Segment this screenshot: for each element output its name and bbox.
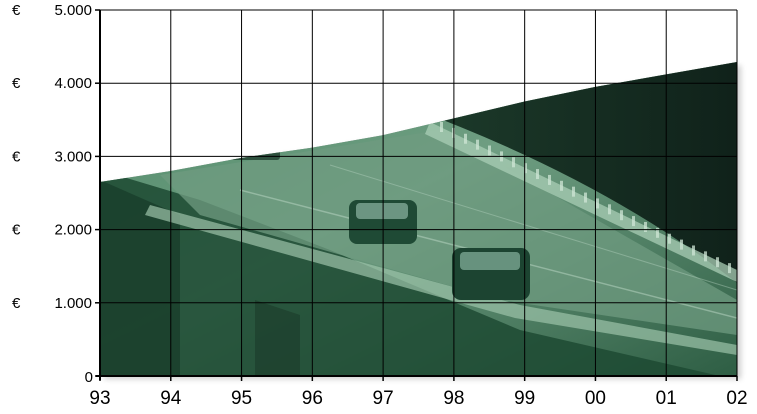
texture-railing-post xyxy=(572,186,575,197)
area-series xyxy=(100,61,743,377)
texture-railing-post xyxy=(692,245,695,256)
texture-road-surface xyxy=(160,130,737,335)
x-tick-label: 97 xyxy=(373,388,394,409)
texture-car-window xyxy=(460,252,520,270)
y-tick-currency-symbol: € xyxy=(12,2,21,19)
y-tick-currency-symbol: € xyxy=(12,148,21,165)
y-tick-label: 3.000 xyxy=(54,148,92,165)
texture-railing-post xyxy=(464,133,467,144)
texture-railing-post xyxy=(560,180,563,191)
texture-railing-post xyxy=(536,169,539,180)
y-tick-currency-symbol: € xyxy=(12,222,21,239)
y-tick-currency-symbol: € xyxy=(12,295,21,312)
y-tick-label: 0 xyxy=(85,369,93,386)
x-tick-label: 02 xyxy=(726,388,747,409)
x-tick-label: 95 xyxy=(231,388,252,409)
texture-railing-post xyxy=(548,174,551,185)
x-tick-label: 94 xyxy=(160,388,182,409)
y-tick-labels: 0 € 1.000 € 2.000 € 3.000 € 4.000 € 5.000 xyxy=(12,2,93,386)
texture-railing-post xyxy=(656,227,659,238)
texture-railing-post xyxy=(476,139,479,150)
texture-railing-post xyxy=(596,198,599,209)
texture-railing-lower xyxy=(145,205,737,355)
x-tick-label: 98 xyxy=(443,388,464,409)
y-tick-currency-symbol: € xyxy=(12,75,21,92)
texture-lane-line xyxy=(329,164,737,291)
x-tick-label: 99 xyxy=(514,388,535,409)
texture-railing-post xyxy=(512,157,515,168)
texture-railing-post xyxy=(620,210,623,221)
axes xyxy=(95,9,738,381)
texture-railing-post xyxy=(584,192,587,203)
texture-pillar xyxy=(255,300,300,377)
texture-railing-post xyxy=(716,257,719,268)
y-tick-label: 5.000 xyxy=(54,2,92,19)
texture-railing-post xyxy=(644,221,647,232)
texture-railing-post xyxy=(704,251,707,262)
x-tick-label: 01 xyxy=(656,388,677,409)
texture-railing-post xyxy=(632,216,635,227)
texture-railing-upper xyxy=(425,122,737,282)
texture-distant-car xyxy=(230,150,280,160)
texture-car-window xyxy=(356,203,408,219)
x-tick-labels: 93 94 95 96 97 98 99 00 01 02 xyxy=(89,388,747,409)
y-tick-label: 2.000 xyxy=(54,222,92,239)
x-tick-label: 96 xyxy=(302,388,323,409)
x-tick-label: 93 xyxy=(89,388,110,409)
y-tick-label: 4.000 xyxy=(54,75,92,92)
texture-railing-post xyxy=(608,204,611,215)
texture-railing-post xyxy=(488,145,491,156)
texture-railing-post xyxy=(440,122,443,132)
x-tick-label: 00 xyxy=(585,388,606,409)
texture-railing-post xyxy=(524,163,527,174)
texture-railing-post xyxy=(680,239,683,250)
gridlines xyxy=(100,9,738,376)
y-tick-label: 1.000 xyxy=(54,295,92,312)
texture-railing-post xyxy=(668,233,671,244)
texture-railing-post xyxy=(728,263,731,274)
texture-railing-post xyxy=(740,269,743,279)
